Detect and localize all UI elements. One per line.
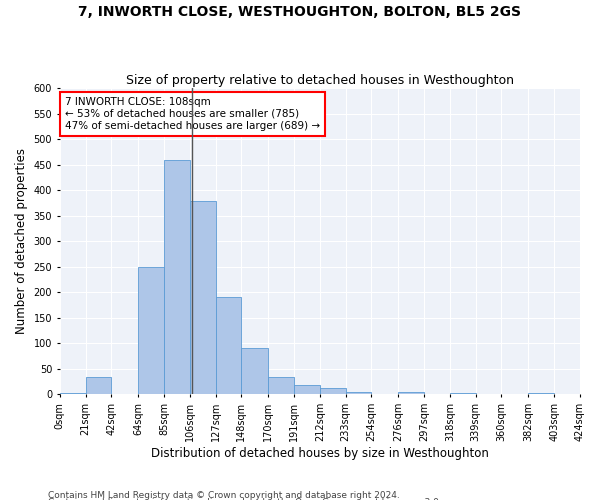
Bar	[241, 348, 268, 395]
Text: Contains HM Land Registry data © Crown copyright and database right 2024.: Contains HM Land Registry data © Crown c…	[48, 490, 400, 500]
Bar	[398, 392, 424, 394]
Bar	[294, 385, 320, 394]
Bar	[320, 388, 346, 394]
Title: Size of property relative to detached houses in Westhoughton: Size of property relative to detached ho…	[126, 74, 514, 87]
X-axis label: Distribution of detached houses by size in Westhoughton: Distribution of detached houses by size …	[151, 447, 489, 460]
Bar	[139, 267, 164, 394]
Text: 7 INWORTH CLOSE: 108sqm
← 53% of detached houses are smaller (785)
47% of semi-d: 7 INWORTH CLOSE: 108sqm ← 53% of detache…	[65, 98, 320, 130]
Bar	[86, 376, 112, 394]
Bar	[450, 393, 476, 394]
Text: 7, INWORTH CLOSE, WESTHOUGHTON, BOLTON, BL5 2GS: 7, INWORTH CLOSE, WESTHOUGHTON, BOLTON, …	[79, 5, 521, 19]
Bar	[190, 202, 215, 394]
Bar	[268, 376, 294, 394]
Bar	[346, 392, 371, 394]
Bar	[529, 393, 554, 394]
Y-axis label: Number of detached properties: Number of detached properties	[15, 148, 28, 334]
Text: Contains public sector information licensed under the Open Government Licence v3: Contains public sector information licen…	[48, 498, 442, 500]
Bar	[164, 160, 190, 394]
Bar	[215, 298, 241, 394]
